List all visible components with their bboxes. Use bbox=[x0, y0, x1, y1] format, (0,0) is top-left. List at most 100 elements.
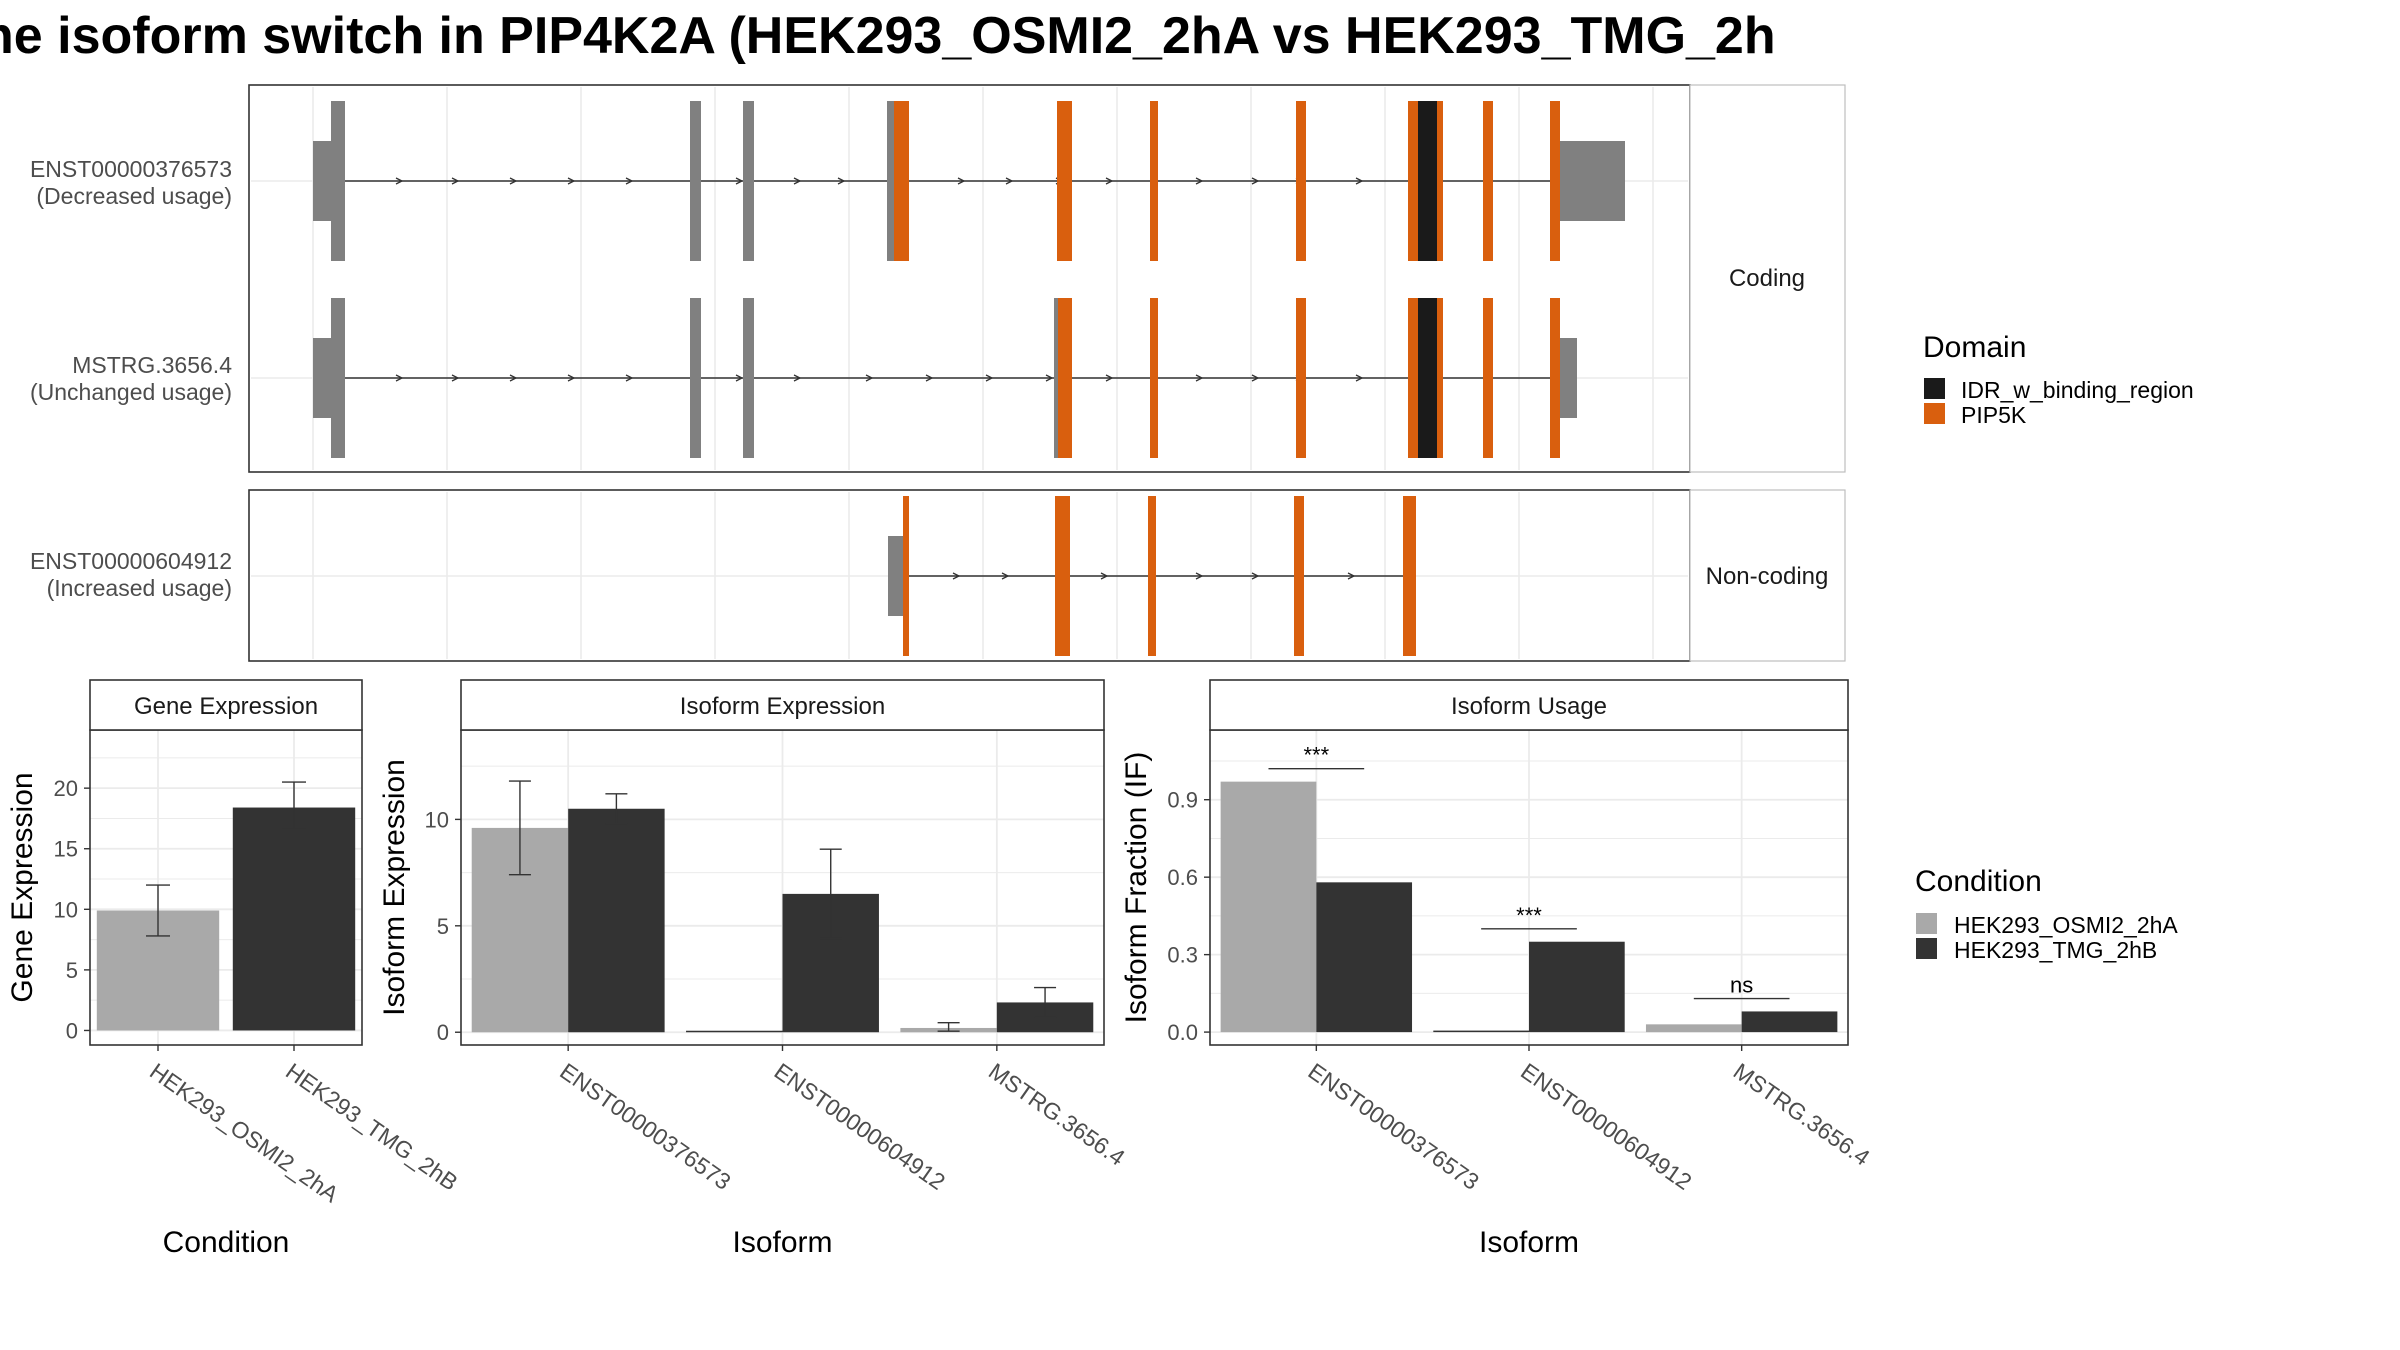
tx-mstrg3656-exon-8 bbox=[1408, 298, 1418, 458]
tx-mstrg3656-exon-9 bbox=[1418, 298, 1438, 458]
tx-mstrg3656-intron-arrow-5 bbox=[735, 374, 744, 382]
tx-label-enst376573-usage: (Decreased usage) bbox=[36, 183, 232, 209]
tx-enst604912-exon-0 bbox=[888, 536, 905, 616]
facet-coding-strip bbox=[1689, 84, 1846, 473]
tx-enst604912-exon-1 bbox=[903, 496, 909, 656]
domain-legend-label-idr: IDR_w_binding_region bbox=[1961, 377, 2194, 403]
tx-mstrg3656-exon-2 bbox=[690, 298, 701, 458]
tx-enst604912-exon-3 bbox=[1148, 496, 1156, 656]
tx-enst376573-exon-6 bbox=[1057, 101, 1072, 261]
tx-mstrg3656-exon-1 bbox=[331, 298, 345, 458]
isoexp-xtick-label-0: ENST00000376573 bbox=[555, 1058, 735, 1195]
isoexp-ytick-label-0: 0 bbox=[437, 1020, 449, 1045]
isousage-bar-0-0 bbox=[1220, 781, 1317, 1033]
tx-mstrg3656-exon-5 bbox=[1058, 298, 1072, 458]
isousage-bar-1-0 bbox=[1316, 882, 1413, 1033]
tx-enst376573-intron-arrow-6 bbox=[793, 177, 802, 185]
gene-ytick-label-2: 10 bbox=[54, 897, 78, 922]
tx-enst376573-intron-arrow-2 bbox=[509, 177, 518, 185]
domain-legend-swatch-idr bbox=[1924, 378, 1945, 399]
tx-enst376573-exon-3 bbox=[743, 101, 754, 261]
tx-enst376573-exon-4 bbox=[887, 101, 895, 261]
tx-mstrg3656-intron-arrow-12 bbox=[1195, 374, 1204, 382]
tx-enst376573-intron-arrow-13 bbox=[1251, 177, 1260, 185]
tx-enst604912-exon-4 bbox=[1294, 496, 1304, 656]
tx-enst376573-exon-9 bbox=[1408, 101, 1418, 261]
tx-enst376573-exon-10 bbox=[1418, 101, 1438, 261]
isoexp-ytick-label-1: 5 bbox=[437, 914, 449, 939]
isousage-xtick-label-1: ENST00000604912 bbox=[1516, 1058, 1696, 1195]
facet-noncoding-strip bbox=[1689, 489, 1846, 662]
gene-ytick-label-4: 20 bbox=[54, 776, 78, 801]
tx-mstrg3656-exon-7 bbox=[1296, 298, 1306, 458]
facet-coding-transcripts bbox=[313, 101, 1625, 458]
tx-enst376573-intron-arrow-11 bbox=[1105, 177, 1114, 185]
facet-coding-panel bbox=[248, 84, 1691, 473]
tx-enst376573-exon-2 bbox=[690, 101, 701, 261]
tx-enst604912-intron-arrow-3 bbox=[1195, 572, 1204, 580]
isoexp-yaxis-title: Isoform Expression bbox=[378, 759, 411, 1016]
gene-ytick-label-3: 15 bbox=[54, 837, 78, 862]
gene-ytick-label-0: 0 bbox=[66, 1018, 78, 1043]
tx-label-mstrg-id: MSTRG.3656.4 bbox=[72, 352, 232, 378]
isousage-ytick-label-2: 0.6 bbox=[1167, 865, 1198, 890]
tx-enst604912-intron-arrow-2 bbox=[1100, 572, 1109, 580]
tx-enst376573-intron-arrow-8 bbox=[957, 177, 966, 185]
tx-mstrg3656-exon-11 bbox=[1483, 298, 1493, 458]
isousage-sig-label-2: ns bbox=[1730, 973, 1753, 998]
condition-legend-title: Condition bbox=[1915, 865, 2042, 898]
gene-strip-title: Gene Expression bbox=[134, 693, 318, 720]
tx-enst604912-intron-arrow-0 bbox=[952, 572, 961, 580]
tx-enst376573-intron-arrow-12 bbox=[1195, 177, 1204, 185]
tx-enst376573-exon-8 bbox=[1296, 101, 1306, 261]
isousage-xaxis-title: Isoform bbox=[1479, 1226, 1579, 1259]
tx-mstrg3656-exon-13 bbox=[1560, 338, 1577, 418]
isoexp-xtick-label-2: MSTRG.3656.4 bbox=[984, 1058, 1130, 1171]
tx-mstrg3656-intron-arrow-3 bbox=[567, 374, 576, 382]
isousage-ytick-label-3: 0.9 bbox=[1167, 788, 1198, 813]
gene-ytick-label-1: 5 bbox=[66, 958, 78, 983]
isousage-ytick-label-0: 0.0 bbox=[1167, 1020, 1198, 1045]
isousage-xtick-label-2: MSTRG.3656.4 bbox=[1729, 1058, 1875, 1171]
domain-legend-title: Domain bbox=[1923, 331, 2026, 364]
tx-enst376573-intron-arrow-7 bbox=[837, 177, 846, 185]
isousage-sig-label-0: *** bbox=[1303, 743, 1329, 768]
facet-noncoding-transcripts bbox=[888, 496, 1416, 656]
tx-enst376573-exon-11 bbox=[1437, 101, 1443, 261]
tx-enst376573-intron-arrow-4 bbox=[625, 177, 634, 185]
tx-enst376573-exon-12 bbox=[1483, 101, 1493, 261]
gene-yaxis-title: Gene Expression bbox=[6, 772, 39, 1002]
tx-mstrg3656-exon-10 bbox=[1437, 298, 1443, 458]
condition-legend-swatch-a bbox=[1916, 913, 1937, 934]
isoexp-xaxis-title: Isoform bbox=[732, 1226, 832, 1259]
isousage-ytick-label-1: 0.3 bbox=[1167, 943, 1198, 968]
gene-bar-1 bbox=[232, 807, 356, 1031]
isousage-bar-1-2 bbox=[1741, 1011, 1838, 1033]
isoform-usage-chart: *** *** ns Isoform Usage 0.0 0.3 0.6 0.9 ENST000… bbox=[1120, 679, 1875, 1259]
isoexp-ytick-label-2: 10 bbox=[425, 807, 449, 832]
tx-mstrg3656-exon-12 bbox=[1550, 298, 1560, 458]
tx-label-enst604912-usage: (Increased usage) bbox=[47, 575, 232, 601]
tx-label-mstrg-usage: (Unchanged usage) bbox=[30, 379, 232, 405]
tx-enst604912-exon-5 bbox=[1403, 496, 1416, 656]
facet-noncoding-label: Non-coding bbox=[1706, 563, 1829, 590]
tx-enst376573-exon-1 bbox=[331, 101, 345, 261]
tx-mstrg3656-intron-arrow-15 bbox=[1355, 374, 1364, 382]
condition-legend-swatch-b bbox=[1916, 938, 1937, 959]
tx-enst376573-intron-arrow-3 bbox=[567, 177, 576, 185]
tx-mstrg3656-intron-arrow-4 bbox=[625, 374, 634, 382]
isoexp-strip bbox=[460, 679, 1105, 731]
tx-enst376573-intron-arrow-15 bbox=[1355, 177, 1364, 185]
tx-enst376573-intron-arrow-1 bbox=[451, 177, 460, 185]
isoexp-strip-title: Isoform Expression bbox=[680, 693, 885, 720]
tx-enst604912-intron-arrow-1 bbox=[1001, 572, 1010, 580]
tx-label-enst376573-id: ENST00000376573 bbox=[30, 156, 232, 182]
tx-enst376573-intron-arrow-9 bbox=[1005, 177, 1014, 185]
domain-legend-swatch-pip5k bbox=[1924, 403, 1945, 424]
tx-enst604912-intron-arrow-4 bbox=[1251, 572, 1260, 580]
tx-mstrg3656-intron-arrow-10 bbox=[1045, 374, 1054, 382]
isoform-expression-chart: Isoform Expression 0 5 10 ENST00000376573 ENS… bbox=[378, 679, 1130, 1259]
isousage-bar-0-2 bbox=[1645, 1024, 1742, 1033]
tx-enst376573-intron-arrow-0 bbox=[395, 177, 404, 185]
tx-enst376573-exon-7 bbox=[1150, 101, 1158, 261]
